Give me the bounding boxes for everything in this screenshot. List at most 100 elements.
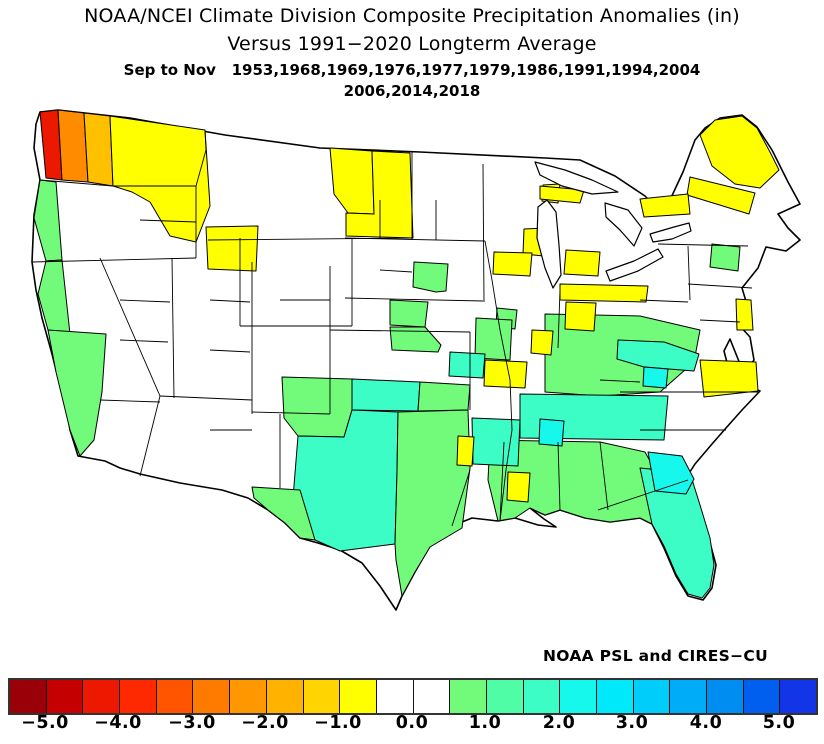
region-sw-mo-teal <box>448 351 486 379</box>
map-subtitle: Versus 1991−2020 Longterm Average <box>227 33 597 55</box>
division-boundary-37 <box>209 349 251 353</box>
region-central-ca-green <box>47 329 107 457</box>
region-nh-vt-yellow <box>686 176 756 215</box>
division-boundary-6 <box>159 395 253 401</box>
division-boundary-31 <box>499 441 505 522</box>
region-ne-green-1 <box>389 299 429 328</box>
region-puget-sound-orange <box>57 109 89 183</box>
colorbar-tick: 0.0 <box>395 713 429 733</box>
region-mi-up-yellow <box>539 185 585 204</box>
division-boundary-44 <box>639 299 689 303</box>
colorbar-cell <box>707 680 744 713</box>
colorbar-tick: 5.0 <box>762 713 796 733</box>
colorbar-cell <box>303 680 341 713</box>
division-boundary-5 <box>171 257 175 399</box>
colorbar-cell <box>597 680 634 713</box>
colorbar-cell <box>633 680 671 713</box>
region-n-ny-yellow <box>639 193 691 218</box>
region-s-mn-n-ia-green <box>412 261 449 293</box>
division-boundary-18 <box>482 163 485 303</box>
region-sw-va-cyan <box>642 366 669 389</box>
region-central-mi-yellow <box>563 249 601 277</box>
region-w-ar-yellow <box>456 435 475 467</box>
region-tx-panhandle-green <box>281 376 353 438</box>
division-boundary-3 <box>195 129 207 187</box>
region-ga-coast-cyan <box>647 451 695 495</box>
region-ne-mo-green <box>389 326 442 353</box>
colorbar-tick: −5.0 <box>21 713 69 733</box>
region-ms-yellow <box>506 471 531 503</box>
colorbar-cell <box>46 680 84 713</box>
map-title: NOAA/NCEI Climate Division Composite Pre… <box>84 5 740 27</box>
division-boundary-21 <box>484 240 513 522</box>
division-boundary-36 <box>209 299 251 303</box>
region-se-ia-yellow <box>492 251 533 277</box>
lake-michigan <box>536 199 562 289</box>
colorbar <box>8 678 818 715</box>
colorbar-cell <box>450 680 487 713</box>
division-boundary-1 <box>31 257 197 263</box>
region-pa-green <box>709 243 741 272</box>
composite-years-line2: 2006,2014,2018 <box>343 82 481 100</box>
division-boundary-30 <box>557 441 561 511</box>
colorbar-cell <box>560 680 597 713</box>
division-boundary-43 <box>379 269 413 273</box>
colorbar-cell <box>120 680 157 713</box>
division-boundary-22 <box>557 289 561 349</box>
region-wv-va-teal-band <box>616 339 700 372</box>
division-boundary-34 <box>119 339 169 343</box>
credit-text: NOAA PSL and CIRES−CU <box>543 647 768 665</box>
division-boundary-26 <box>687 283 753 289</box>
colorbar-cell <box>523 680 561 713</box>
region-e-ok-green <box>417 381 471 412</box>
division-boundary-39 <box>99 399 161 403</box>
division-boundary-28 <box>597 479 689 511</box>
composite-season-years-line1: Sep to Nov 1953,1968,1969,1976,1977,1979… <box>123 61 701 79</box>
region-in-yellow <box>564 301 597 332</box>
division-boundary-33 <box>119 299 171 303</box>
division-boundary-29 <box>599 441 609 511</box>
region-central-mt-yellow <box>205 225 259 272</box>
colorbar-cell <box>156 680 194 713</box>
colorbar-cell <box>413 680 451 713</box>
lake-ontario <box>649 222 692 243</box>
colorbar-tick: 2.0 <box>542 713 576 733</box>
division-boundary-16 <box>344 237 486 242</box>
colorbar-tick: 1.0 <box>468 713 502 733</box>
colorbar-tick: 3.0 <box>615 713 649 733</box>
region-e-mt-w-nd-yellow <box>345 150 414 239</box>
colorbar-tick: −1.0 <box>314 713 362 733</box>
division-boundary-32 <box>451 469 471 527</box>
division-boundary-25 <box>657 243 749 247</box>
colorbar-cell <box>230 680 267 713</box>
region-ok-s-teal <box>351 378 421 412</box>
region-s-il-yellow <box>530 329 554 356</box>
colorbar-cell <box>670 680 708 713</box>
region-me-yellow <box>699 115 780 189</box>
lake-superior <box>534 161 619 195</box>
region-wa-cascades-amber <box>83 112 114 187</box>
region-ar-la-teal <box>471 417 521 467</box>
division-boundary-19 <box>329 329 471 333</box>
region-s-mo-yellow <box>483 359 528 389</box>
colorbar-tick: −2.0 <box>241 713 289 733</box>
colorbar-cell <box>486 680 524 713</box>
division-boundary-0 <box>39 179 196 187</box>
division-boundary-27 <box>687 245 691 301</box>
colorbar-cell <box>266 680 304 713</box>
lake-erie <box>605 248 664 282</box>
division-boundary-45 <box>699 319 741 323</box>
colorbar-cell <box>10 680 47 713</box>
region-ne-wa-id-panhandle-yellow <box>109 115 211 243</box>
division-boundary-13 <box>251 411 331 415</box>
division-boundary-17 <box>344 297 484 302</box>
lake-huron <box>604 202 643 247</box>
colorbar-cell <box>83 680 121 713</box>
region-n-in-oh-yellow <box>559 283 649 303</box>
colorbar-cell <box>340 680 377 713</box>
region-va-tidewater-yellow <box>699 359 759 398</box>
colorbar-cell <box>780 680 817 713</box>
division-boundary-35 <box>139 219 197 223</box>
